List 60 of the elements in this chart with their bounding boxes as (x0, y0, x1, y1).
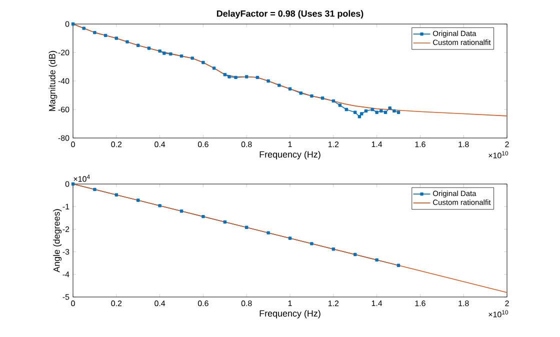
point (71, 182, 75, 186)
point (392, 109, 396, 113)
point (136, 44, 140, 47)
point (180, 54, 184, 58)
point (212, 66, 216, 70)
point (202, 60, 205, 64)
y-axis-title: Magnitude (dB) (48, 50, 58, 111)
point (114, 193, 118, 196)
y-axis-title: Angle (degrees) (53, 209, 62, 272)
point (126, 40, 129, 44)
point (396, 264, 400, 267)
point (104, 34, 108, 38)
point (190, 56, 194, 60)
point (288, 236, 292, 240)
point (310, 94, 314, 98)
point (202, 214, 205, 218)
point (310, 242, 314, 246)
point (158, 204, 162, 208)
point (338, 104, 342, 107)
point (299, 92, 302, 95)
point (332, 99, 336, 103)
point (180, 210, 184, 213)
point (380, 109, 383, 113)
point (354, 110, 357, 114)
point (354, 252, 357, 256)
point (288, 87, 292, 90)
point (136, 198, 140, 202)
point (82, 26, 86, 30)
point (364, 109, 368, 113)
point (384, 110, 388, 114)
point (360, 112, 364, 116)
point (147, 46, 151, 50)
point (266, 79, 270, 83)
point (162, 52, 166, 55)
x-axis-title: Frequency (Hz) (260, 151, 320, 160)
point (320, 96, 324, 100)
x-axis-title: Frequency (Hz) (260, 310, 320, 318)
point (332, 248, 336, 251)
point (375, 110, 378, 114)
point (93, 188, 96, 192)
point (223, 220, 227, 224)
point (234, 76, 238, 80)
point (114, 36, 118, 40)
chart-title: DelayFactor = 0.98 (Uses 31 poles) (216, 10, 364, 19)
point (256, 76, 260, 80)
point (158, 49, 162, 53)
point (375, 258, 378, 262)
point (71, 22, 75, 26)
point (388, 106, 392, 110)
point (245, 226, 248, 229)
point (344, 108, 348, 112)
point (278, 84, 281, 87)
point (93, 30, 96, 34)
point (228, 75, 231, 78)
point (370, 108, 374, 112)
point (169, 52, 172, 56)
point (266, 231, 270, 234)
point (223, 73, 227, 76)
point (245, 75, 248, 78)
point (396, 110, 400, 114)
